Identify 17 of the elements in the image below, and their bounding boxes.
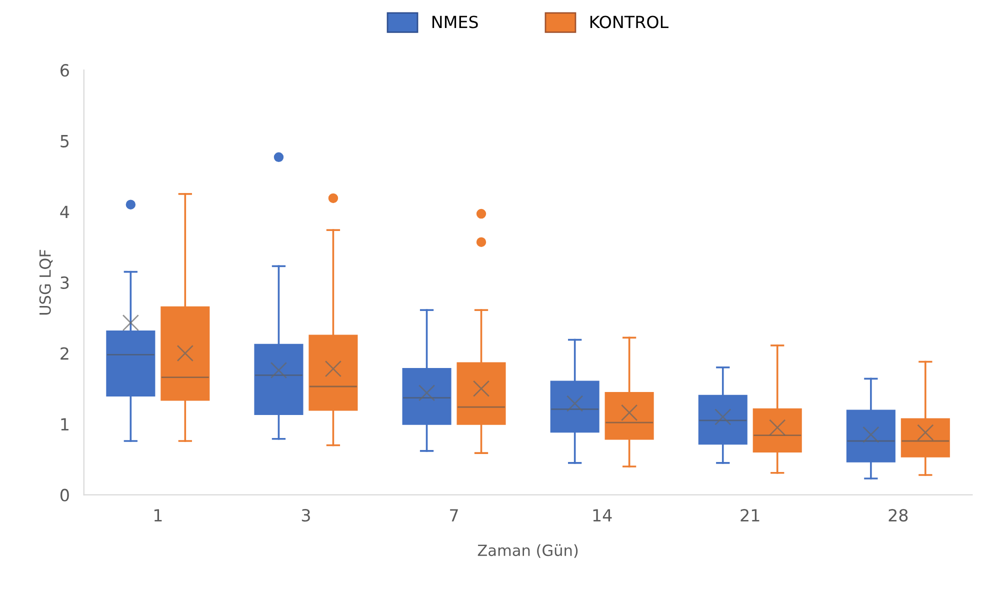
y-tick-label: 0 — [60, 488, 69, 502]
y-tick-label: 3 — [60, 276, 69, 290]
y-axis-title: USG LQF — [39, 250, 53, 315]
y-tick-label: 1 — [61, 418, 68, 430]
x-tick-label: 1 — [154, 509, 162, 522]
y-tick-label: 6 — [60, 64, 69, 77]
x-axis-title: Zaman (Gün) — [478, 544, 578, 558]
x-tick-label: 28 — [888, 508, 908, 522]
x-tick-label: 14 — [593, 509, 612, 522]
x-tick-label: 21 — [740, 508, 760, 522]
y-tick-label: 4 — [60, 206, 70, 218]
legend-label: KONTROL — [590, 16, 668, 28]
x-tick-label: 3 — [302, 508, 310, 522]
y-tick-label: 2 — [60, 347, 68, 360]
x-tick-label: 7 — [450, 509, 458, 522]
y-tick-label: 5 — [60, 135, 69, 148]
legend-label: NMES — [432, 16, 478, 28]
